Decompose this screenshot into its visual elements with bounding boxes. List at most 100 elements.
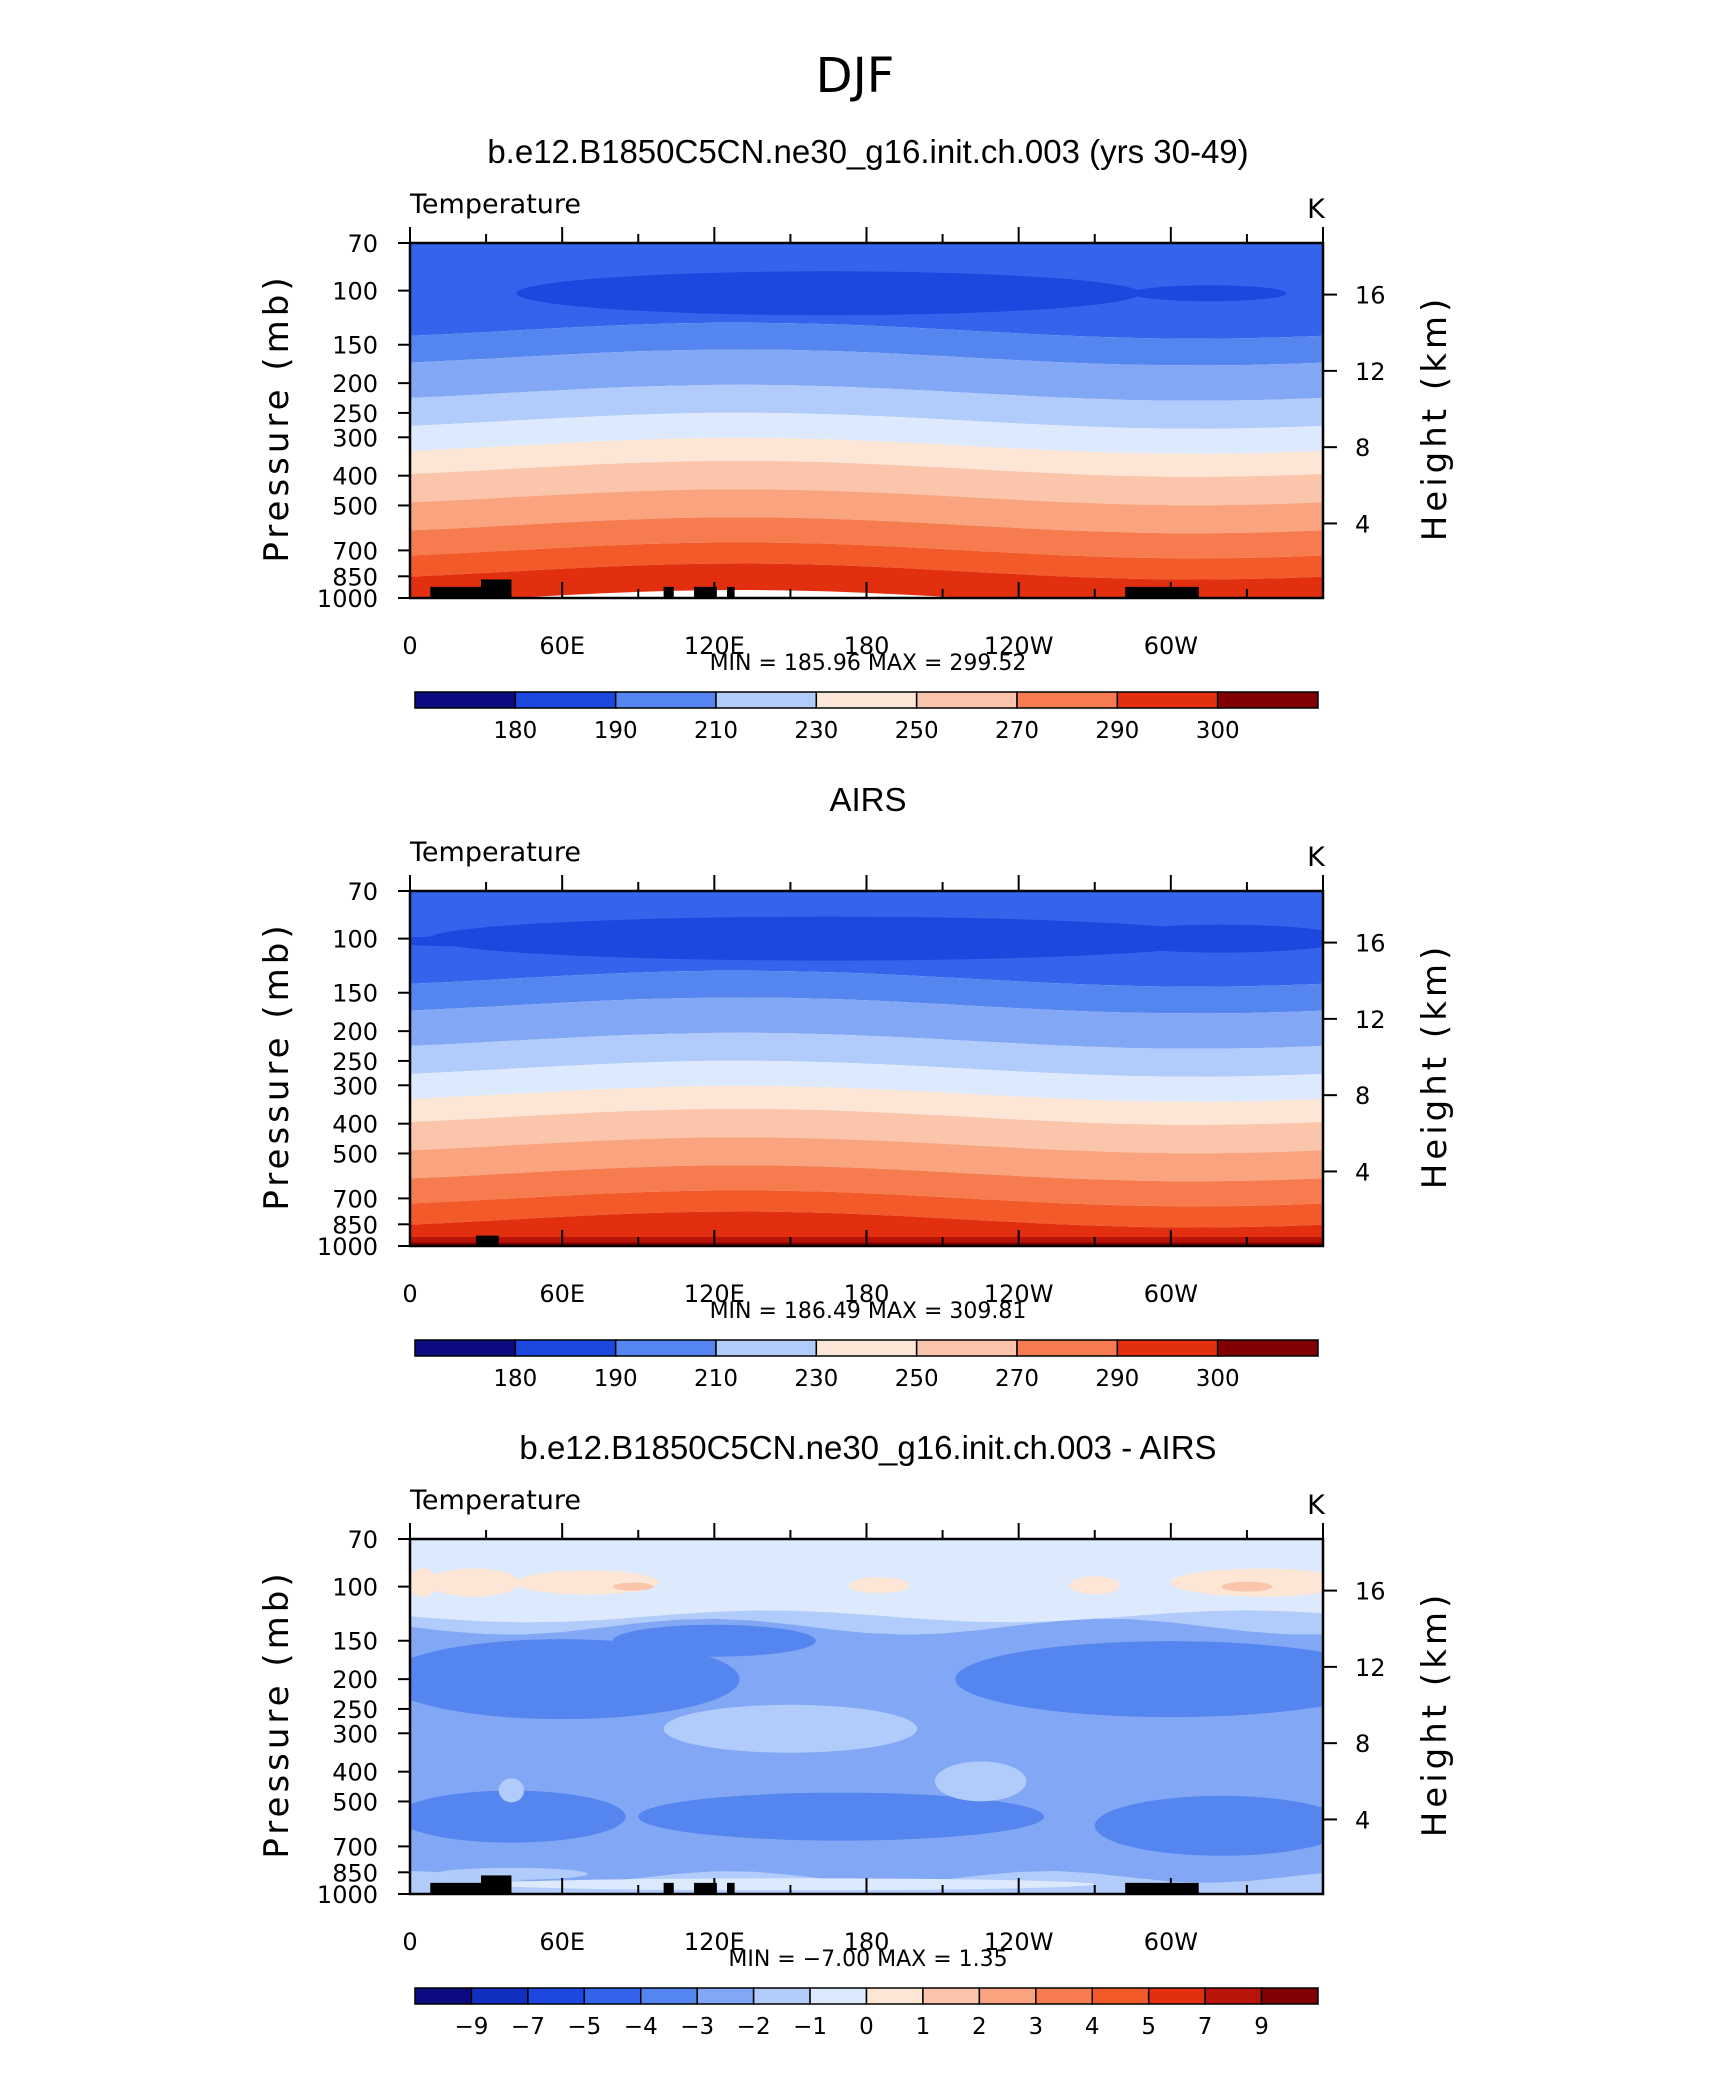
colorbar-label: 180 (493, 718, 537, 744)
cooling-lobe (410, 1639, 740, 1720)
topography-mask (663, 1882, 674, 1894)
right-tick-label: 12 (1355, 1654, 1386, 1682)
x-tick-label: 120E (684, 1280, 745, 1308)
colorbar-label: 3 (1028, 2014, 1043, 2040)
colorbar-box (1204, 1987, 1263, 2005)
y-tick-label: 500 (332, 1140, 378, 1168)
colorbar-box (414, 1987, 473, 2005)
topography-mask (663, 586, 674, 598)
right-tick-label: 8 (1355, 1730, 1370, 1758)
warm-bias-patch (427, 1568, 520, 1597)
temperature-contour-band (410, 1137, 1323, 1182)
colorbar-box (514, 1339, 617, 1357)
colorbar-label: 290 (1095, 718, 1139, 744)
colorbar-label: −2 (737, 2014, 771, 2040)
chart-panel-2: AIRS Temperature K 0 60E 120E 180 120W 60W 70 100 1… (257, 781, 1455, 1392)
x-tick-label: 120E (684, 632, 745, 660)
colorbar-label: 230 (794, 1366, 838, 1392)
warm-bias-patch (516, 1570, 659, 1595)
y-tick-label: 300 (332, 1072, 378, 1100)
y-tick-label: 250 (332, 400, 378, 428)
colorbar-label: 5 (1141, 2014, 1156, 2040)
temperature-contour-band (410, 460, 1323, 506)
temperature-contour-band (410, 970, 1323, 1014)
y-tick-label: 300 (332, 1720, 378, 1748)
temperature-contour-band (410, 542, 1323, 580)
cold-tropopause-region (428, 916, 1229, 961)
colorbar-label: 250 (895, 718, 939, 744)
x-tick-label: 60E (539, 632, 585, 660)
topography-mask (694, 1882, 717, 1894)
weak-bias-patch (934, 1761, 1027, 1802)
colorbar-box (1035, 1987, 1093, 2005)
right-tick-label: 8 (1355, 434, 1370, 462)
warm-bias-patch (410, 1568, 438, 1597)
y-tick-label: 70 (347, 1526, 378, 1554)
page-title: DJF (816, 48, 895, 104)
y-tick-label: 70 (347, 878, 378, 906)
cooling-lobe (410, 1790, 626, 1843)
colorbar-label: 1 (916, 2014, 931, 2040)
y-tick-label: 1000 (317, 585, 378, 613)
colorbar-label: 270 (995, 1366, 1039, 1392)
y-tick-label: 850 (332, 563, 378, 591)
cold-tropopause-region (516, 271, 1141, 316)
topography-mask (430, 586, 512, 598)
plot-field (410, 243, 1323, 598)
colorbar-box (527, 1987, 586, 2005)
temperature-contour-band (410, 1190, 1323, 1228)
warm-bias-core (1221, 1581, 1273, 1592)
colorbar-label: −1 (793, 2014, 827, 2040)
colorbar-label: 300 (1196, 1366, 1240, 1392)
right-tick-label: 4 (1355, 510, 1370, 538)
cooling-lobe (955, 1641, 1323, 1718)
units-label: K (1307, 1490, 1326, 1521)
temperature-contour-band (410, 1165, 1323, 1207)
x-tick-label: 0 (402, 1280, 417, 1308)
colorbar-label: −4 (624, 2014, 658, 2040)
temperature-contour-band (410, 1085, 1323, 1125)
warm-bias-core (612, 1582, 654, 1591)
x-tick-label: 60E (539, 1280, 585, 1308)
y-axis-label: Pressure (mb) (257, 1569, 297, 1858)
topography-mask (481, 579, 512, 598)
colorbar-label: 190 (594, 1366, 638, 1392)
x-tick-label: 180 (844, 1280, 890, 1308)
y-tick-label: 150 (332, 332, 378, 360)
chart-title: AIRS (829, 781, 906, 818)
y-tick-label: 850 (332, 1859, 378, 1887)
colorbar-box (514, 691, 617, 709)
colorbar-box (815, 1339, 918, 1357)
y-axis-right-label: Height (km) (1415, 295, 1455, 542)
right-tick-label: 12 (1355, 1006, 1386, 1034)
cold-tropopause-region (1130, 285, 1287, 302)
colorbar-box (915, 1339, 1018, 1357)
colorbar-box (915, 691, 1018, 709)
colorbar-box (1091, 1987, 1150, 2005)
weak-bias-patch (435, 1867, 588, 1880)
colorbar-label: −7 (511, 2014, 545, 2040)
temperature-contour-band (410, 997, 1323, 1049)
x-tick-label: 0 (402, 632, 417, 660)
temperature-contour-band (410, 322, 1323, 366)
colorbar-label: −9 (454, 2014, 488, 2040)
chart-panel-1: b.e12.B1850C5CN.ne30_g16.init.ch.003 (yr… (257, 133, 1455, 744)
y-tick-label: 1000 (317, 1881, 378, 1909)
y-axis-right-label: Height (km) (1415, 1591, 1455, 1838)
topography-mask (694, 586, 717, 598)
x-tick-label: 120E (684, 1928, 745, 1956)
temperature-contour-band (410, 1032, 1323, 1077)
colorbar-box (1147, 1987, 1206, 2005)
y-tick-label: 400 (332, 463, 378, 491)
y-tick-label: 200 (332, 1666, 378, 1694)
colorbar-box (583, 1987, 642, 2005)
y-tick-label: 300 (332, 424, 378, 452)
y-tick-label: 500 (332, 492, 378, 520)
colorbar-label: 300 (1196, 718, 1240, 744)
temperature-contour-band (410, 412, 1323, 454)
left-string: Temperature (409, 189, 581, 220)
x-tick-label: 180 (844, 1928, 890, 1956)
colorbar-box (715, 1339, 818, 1357)
colorbar-box (865, 1987, 924, 2005)
temperature-contour-band (410, 437, 1323, 477)
